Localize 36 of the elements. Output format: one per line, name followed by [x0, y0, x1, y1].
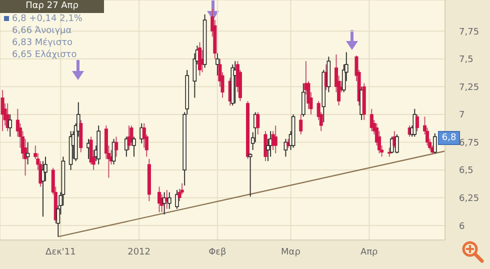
candlestick [256, 112, 260, 135]
candlestick [302, 82, 306, 118]
x-tick-label: Φεβ [208, 247, 227, 258]
x-tick-label: Απρ [360, 247, 378, 258]
candlestick [0, 90, 4, 132]
y-tick-label: 6,25 [459, 194, 480, 204]
y-tick-label: 7,25 [459, 82, 480, 93]
candlestick [264, 130, 268, 162]
candlestick [415, 114, 419, 132]
candlestick [274, 125, 278, 154]
candlestick [41, 160, 45, 218]
annotation: 6,66 Άνοιγμα [11, 26, 72, 36]
candlestick [114, 136, 118, 158]
annotation: 6,8 +0,14 2,1% [12, 14, 82, 24]
x-tick-label: 2012 [128, 247, 151, 258]
y-tick-label: 6,75 [459, 138, 480, 148]
y-tick-label: 6 [459, 222, 465, 232]
candlestick [248, 152, 252, 198]
y-tick-label: 6,5 [459, 166, 474, 176]
candlestick [370, 108, 374, 132]
annotation: 6,65 Ελάχιστο [11, 50, 77, 60]
x-tick-label: Δεκ'11 [46, 247, 76, 258]
candlestick [175, 190, 179, 210]
candlestick [299, 114, 303, 135]
candlestick [26, 142, 30, 165]
annotation: 6,83 Μέγιστο [11, 38, 73, 48]
candlestick [216, 52, 220, 76]
x-tick-label: Μαρ [281, 247, 301, 258]
y-tick-label: 7 [459, 110, 465, 121]
y-tick-label: 7,75 [459, 27, 480, 38]
y-tick-label: 7,5 [459, 55, 474, 66]
candlestick [132, 136, 136, 158]
candlestick [198, 42, 202, 76]
candlestick [8, 114, 12, 138]
candlestick [130, 125, 134, 146]
annotation: 6,8 [438, 130, 460, 145]
